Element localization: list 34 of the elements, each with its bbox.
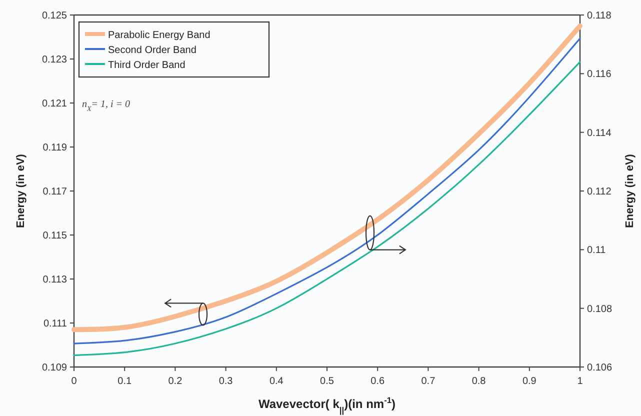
x-tick-label: 0.6 <box>370 376 385 387</box>
y-tick-label: 0.117 <box>42 186 68 198</box>
x-tick-label: 0.1 <box>118 376 132 387</box>
y2-tick-label: 0.118 <box>587 10 612 22</box>
x-axis-title: Wavevector( k$_{||}$)(in nm$^{-1}$) <box>258 395 396 415</box>
y2-tick-label: 0.108 <box>587 304 612 315</box>
y2-tick-label: 0.11 <box>587 245 606 256</box>
y2-tick-label: 0.112 <box>587 186 612 198</box>
y2-tick-label: 0.114 <box>587 128 612 139</box>
legend-label: Third Order Band <box>108 60 186 71</box>
y-tick-label: 0.109 <box>42 362 68 374</box>
x-tick-label: 1 <box>577 376 584 387</box>
y-tick-label: 0.119 <box>42 142 68 154</box>
x-tick-label: 0.9 <box>522 376 537 387</box>
y-tick-label: 0.123 <box>42 54 68 66</box>
x-tick-label: 0.4 <box>269 376 284 387</box>
y2-axis-title: Energy (in eV) <box>624 154 636 228</box>
legend-label: Second Order Band <box>108 45 196 56</box>
y-tick-label: 0.121 <box>42 98 68 110</box>
y-tick-label: 0.115 <box>42 230 68 242</box>
x-tick-label: 0.8 <box>472 376 486 387</box>
y-tick-label: 0.111 <box>43 318 68 330</box>
x-tick-label: 0.7 <box>421 376 436 387</box>
x-tick-label: 0 <box>71 376 78 387</box>
y2-tick-label: 0.116 <box>587 69 612 80</box>
x-tick-label: 0.3 <box>218 376 234 387</box>
y-tick-label: 0.125 <box>42 10 68 22</box>
legend-label: Parabolic Energy Band <box>108 30 210 41</box>
annotation: n$_{X}$= 1, i = 0 <box>82 99 130 113</box>
y-tick-label: 0.113 <box>42 274 68 286</box>
x-tick-label: 0.2 <box>168 376 183 387</box>
y2-tick-label: 0.106 <box>587 362 612 374</box>
y-axis-title: Energy (in eV) <box>15 154 27 228</box>
x-tick-label: 0.5 <box>320 376 334 387</box>
